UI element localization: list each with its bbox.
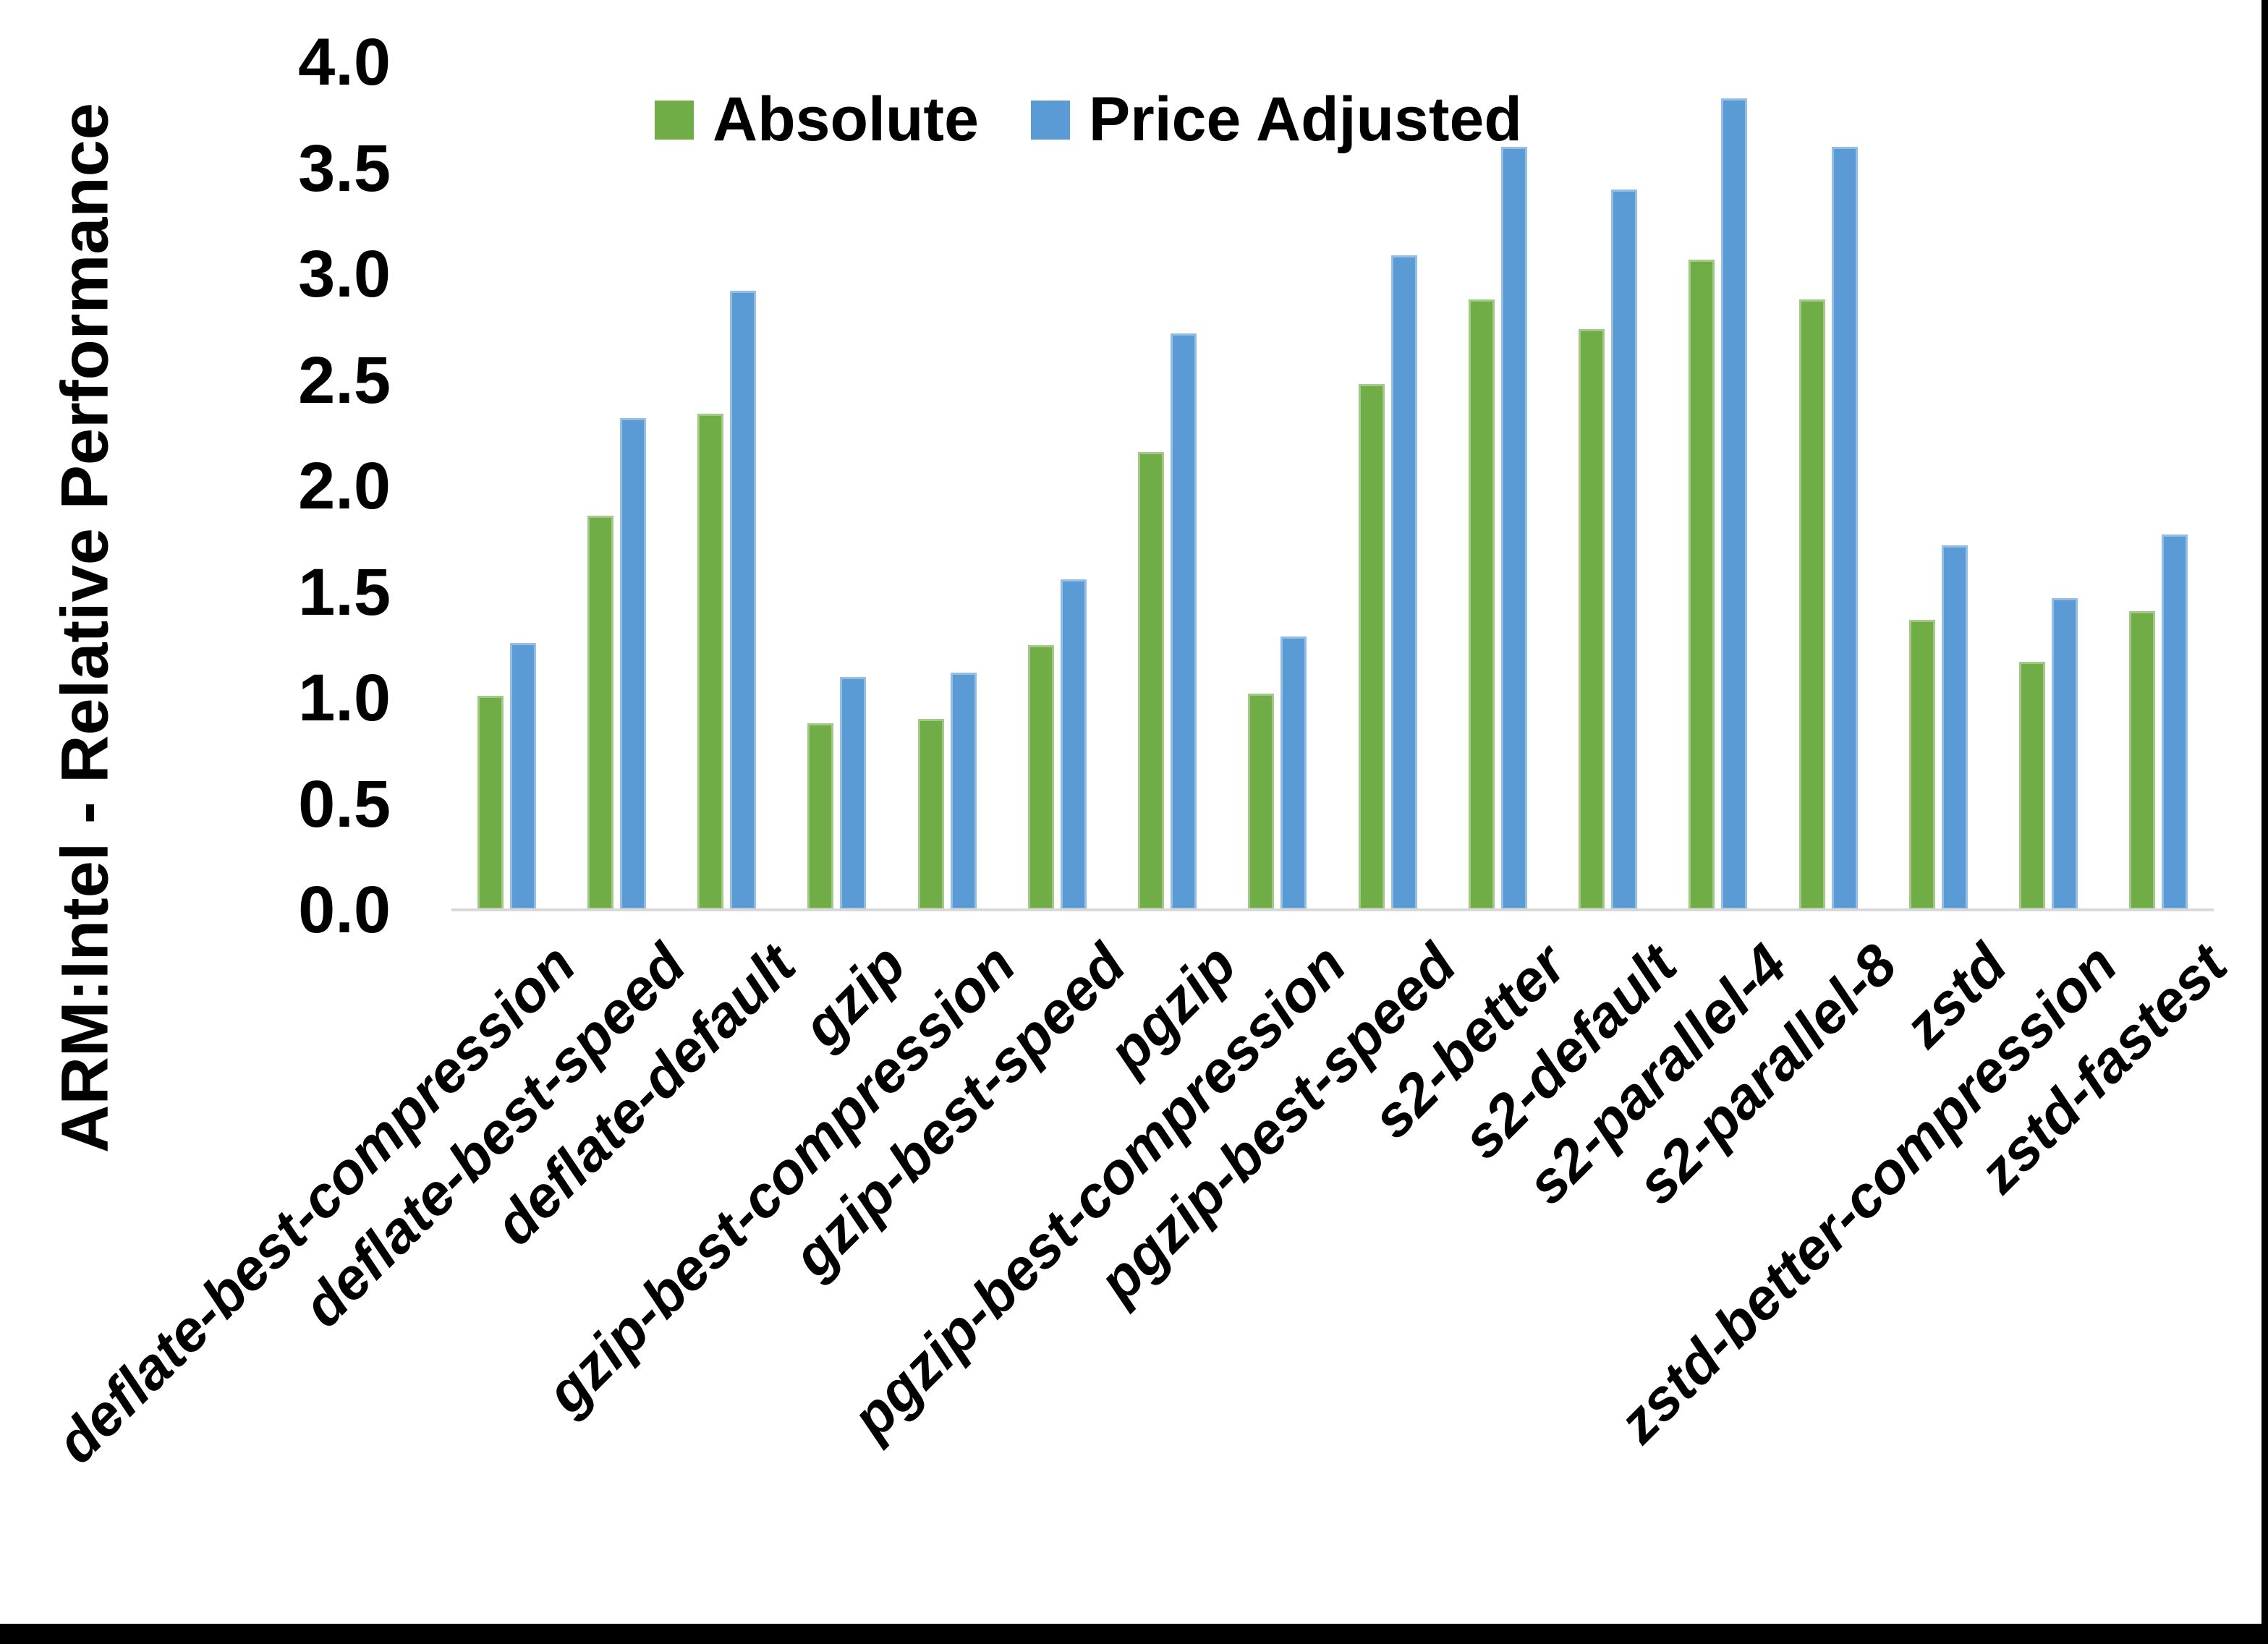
- bar-price-adjusted-s2-default: [1611, 189, 1638, 910]
- bar-price-adjusted-deflate-best-compression: [509, 642, 536, 910]
- bar-absolute-deflate-default: [697, 414, 724, 910]
- bar-group-gzip: [807, 62, 867, 910]
- screenshot-bottom-edge: [0, 1624, 2268, 1644]
- bar-price-adjusted-pgzip: [1171, 333, 1197, 910]
- bar-price-adjusted-zstd-better-compression: [2052, 598, 2078, 910]
- bar-price-adjusted-s2-parallel-8: [1831, 147, 1858, 910]
- screenshot-right-edge: [2261, 0, 2268, 1644]
- legend-item-absolute: Absolute: [655, 84, 979, 156]
- bar-absolute-s2-parallel-8: [1798, 299, 1825, 910]
- bar-absolute-gzip-best-speed: [1027, 644, 1054, 910]
- y-tick-label: 0.5: [298, 767, 391, 841]
- bar-absolute-zstd-better-compression: [2019, 662, 2046, 910]
- y-tick-label: 1.0: [298, 661, 391, 735]
- bar-price-adjusted-gzip-best-compression: [950, 672, 977, 910]
- y-tick-label: 1.5: [298, 555, 391, 629]
- bar-group-deflate-default: [697, 62, 757, 910]
- bar-absolute-gzip-best-compression: [917, 719, 944, 910]
- bar-absolute-pgzip-best-speed: [1358, 384, 1385, 910]
- y-tick-label: 3.0: [298, 237, 391, 311]
- x-axis-line: [451, 908, 2214, 911]
- legend-label-price-adjusted: Price Adjusted: [1088, 85, 1522, 154]
- bar-group-pgzip-best-speed: [1358, 62, 1417, 910]
- bar-absolute-deflate-best-compression: [477, 696, 504, 910]
- bar-price-adjusted-s2-better: [1500, 147, 1527, 910]
- bar-price-adjusted-gzip: [840, 676, 867, 910]
- bar-absolute-s2-parallel-4: [1689, 259, 1715, 910]
- bar-absolute-zstd-fastest: [2129, 610, 2156, 910]
- bar-group-s2-default: [1579, 62, 1638, 910]
- bar-group-deflate-best-compression: [477, 62, 536, 910]
- bar-absolute-gzip: [807, 723, 834, 910]
- bar-group-pgzip-best-compression: [1248, 62, 1307, 910]
- bar-group-zstd-better-compression: [2019, 62, 2078, 910]
- bar-price-adjusted-pgzip-best-speed: [1390, 255, 1417, 910]
- bar-group-zstd-fastest: [2129, 62, 2188, 910]
- bar-price-adjusted-s2-parallel-4: [1721, 98, 1748, 910]
- bar-price-adjusted-pgzip-best-compression: [1280, 636, 1307, 910]
- bar-price-adjusted-gzip-best-speed: [1060, 579, 1087, 910]
- y-tick-label: 4.0: [298, 25, 391, 99]
- bar-price-adjusted-zstd-fastest: [2162, 534, 2188, 910]
- y-tick-label: 2.5: [298, 343, 391, 417]
- bar-group-gzip-best-compression: [917, 62, 977, 910]
- bar-price-adjusted-deflate-default: [730, 291, 757, 910]
- bar-group-gzip-best-speed: [1027, 62, 1087, 910]
- bar-group-deflate-best-speed: [587, 62, 646, 910]
- bar-group-s2-parallel-8: [1798, 62, 1858, 910]
- legend-swatch-absolute: [655, 100, 694, 140]
- plot-area: [451, 62, 2214, 910]
- y-tick-label: 3.5: [298, 131, 391, 205]
- bar-group-s2-better: [1468, 62, 1527, 910]
- bar-group-pgzip: [1138, 62, 1197, 910]
- legend-swatch-price-adjusted: [1030, 100, 1070, 140]
- legend-label-absolute: Absolute: [713, 85, 979, 154]
- bar-absolute-deflate-best-speed: [587, 516, 613, 910]
- legend: Absolute Price Adjusted: [655, 84, 1522, 156]
- bar-group-zstd: [1908, 62, 1968, 910]
- bar-absolute-pgzip-best-compression: [1248, 694, 1275, 910]
- y-tick-label: 2.0: [298, 449, 391, 523]
- bar-price-adjusted-deflate-best-speed: [619, 418, 646, 910]
- legend-item-price-adjusted: Price Adjusted: [1030, 84, 1522, 156]
- bar-price-adjusted-zstd: [1941, 545, 1968, 910]
- bar-absolute-zstd: [1908, 619, 1935, 910]
- bar-group-s2-parallel-4: [1689, 62, 1748, 910]
- y-tick-label: 0.0: [298, 873, 391, 947]
- bar-absolute-s2-better: [1468, 299, 1495, 910]
- bar-absolute-s2-default: [1579, 329, 1605, 910]
- bar-absolute-pgzip: [1138, 452, 1165, 910]
